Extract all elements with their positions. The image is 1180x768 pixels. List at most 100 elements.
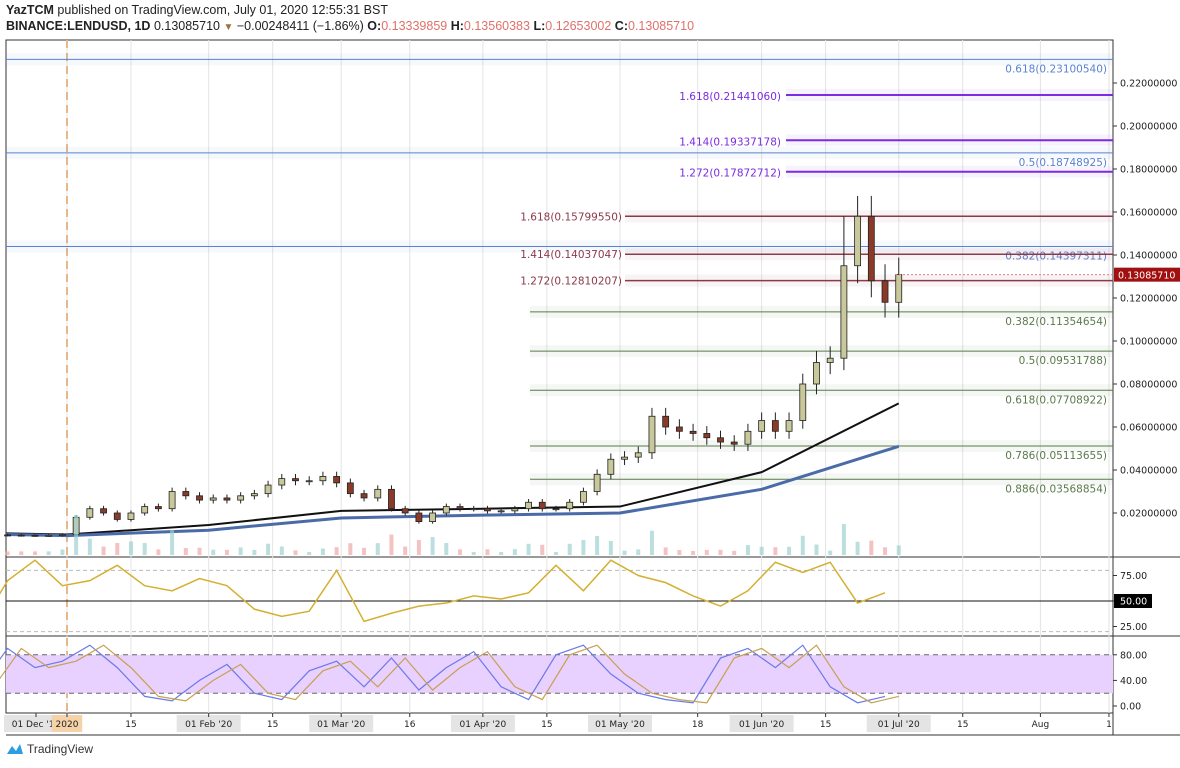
candle [346,478,354,498]
candle-body-down [456,506,464,510]
stoch-tick-label: 0.00 [1120,702,1141,713]
volume-bar [759,546,764,555]
time-label-bg [587,715,652,732]
candle [689,423,697,441]
volume-bar [471,552,476,555]
candle-body-up [854,215,862,267]
candle [45,534,53,537]
candle [881,264,889,318]
candle [717,430,724,449]
volume-bar [142,543,147,555]
volume-bar [732,550,737,555]
candle [415,510,423,524]
volume-bar [677,550,682,555]
volume-bar [499,552,504,555]
price-tick-label: 0.22000000 [1120,79,1177,90]
volume-bar [375,543,380,555]
time-label-bg [729,715,794,732]
price-tick-label: 0.14000000 [1120,251,1177,262]
volume-bar [800,535,805,555]
candle-body-up [278,478,286,486]
volume-bar [252,549,257,555]
volume-bar [183,548,188,555]
time-tick-label: 15 [541,720,552,730]
candle [484,505,491,514]
candle [360,489,368,502]
volume-bar [553,552,558,555]
candle [388,485,395,512]
candle [31,534,39,537]
fib-level-label: 0.618(0.07708922) [1005,394,1107,406]
volume-bar [430,537,435,555]
symbol: BINANCE:LENDUSD, 1D [6,19,151,33]
candle-body-up [580,491,587,503]
time-tick-label: 01 Jul '20 [878,720,920,730]
volume-bar [197,547,202,555]
candle [675,419,683,439]
volume-bar [828,550,833,555]
candle [86,505,94,520]
volume-bar [87,538,92,555]
candle-body-up [744,430,752,445]
candle-body-down [100,508,107,514]
volume-bar [334,547,339,555]
volume-bar [320,548,325,555]
candle [17,533,25,537]
fib-level-label: 0.886(0.03568854) [1005,483,1107,495]
candle [854,195,862,284]
stoch-tick-label: 40.00 [1120,676,1147,687]
candle-body-up [45,534,53,537]
candle-body-down [717,437,724,443]
volume-bar [841,523,846,555]
candle [470,505,478,512]
candle-body-down [401,508,409,514]
candle-body-down [484,508,491,512]
candle [771,412,779,439]
candle [758,412,766,439]
rsi-tick-label: 25.00 [1120,622,1147,633]
candle [113,510,121,522]
volume-bar [348,543,353,555]
price-change: −0.00248411 (−1.86%) [236,19,364,33]
volume-bar [211,549,216,555]
volume-bar [416,540,421,555]
volume-bar [266,543,271,555]
price-tick-label: 0.06000000 [1120,423,1177,434]
candle [127,510,135,522]
time-label-bg [450,715,515,732]
candle [497,508,505,514]
fib-level-label: 1.414(0.14037047) [520,249,622,261]
candle [292,473,299,486]
volume-bar [128,541,133,555]
candle-body-down [675,426,683,432]
candle-body-down [703,433,711,439]
price-tick-label: 0.20000000 [1120,122,1177,133]
time-label-bg [176,715,241,732]
candle-body-down [538,501,546,510]
fib-level-label: 0.618(0.23100540) [1005,63,1107,75]
candle-body-up [374,488,382,499]
volume-bar [896,545,901,555]
candle-body-up [319,476,327,482]
down-arrow-icon: ▼ [223,22,234,33]
candle [785,412,793,439]
candle-body-up [511,508,519,512]
candle [634,446,642,464]
volume-bar [46,551,51,555]
candle-body-up [305,480,313,483]
candle-body-down [867,215,875,282]
low-value: 0.12653002 [545,19,612,33]
candle-body-up [566,501,574,510]
candle [813,350,820,395]
time-tick-label: 2020 [56,720,79,730]
high-label: H: [450,19,464,33]
price-chart[interactable]: 0.22000000 0.20000000 0.18000000 0.16000000… [0,0,1180,740]
price-tick-label: 0.04000000 [1120,466,1177,477]
time-tick-label: 01 Apr '20 [460,720,507,730]
candle [223,494,231,504]
candle-body-up [141,506,149,514]
candle-body-down [346,482,354,495]
volume-bar [485,549,490,555]
candle [895,257,903,318]
candle [552,505,560,512]
